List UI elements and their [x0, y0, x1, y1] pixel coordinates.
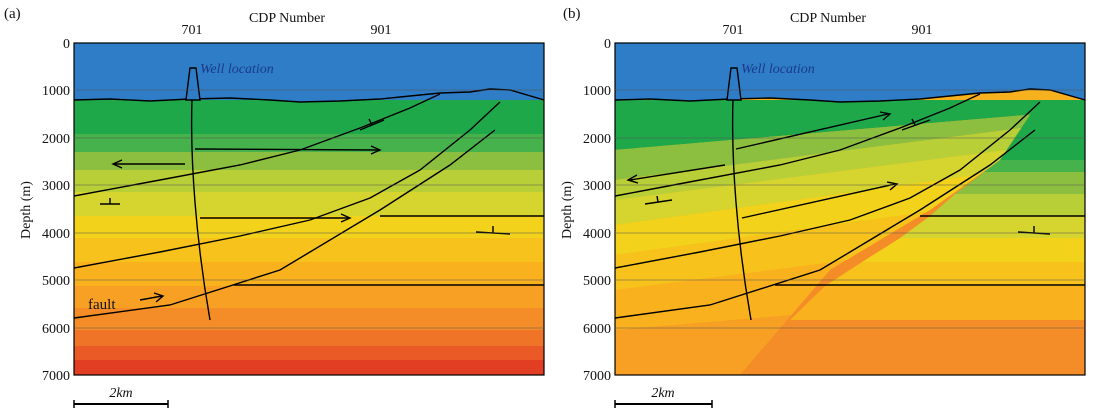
panel-b-cdp-tick-901: 901	[912, 23, 933, 38]
panel-b-fault-2	[615, 101, 1041, 269]
panel-b-section	[615, 43, 1085, 375]
panel-b-depth-tick: 5000	[583, 274, 611, 289]
panel-b-scale-label: 2km	[651, 386, 674, 401]
panel-b-footwall-layer	[825, 262, 1085, 286]
panel-a-arrowhead	[153, 292, 165, 303]
panel-a-depth-tick: 0	[63, 37, 70, 52]
panel-a: (a) CDP Number 701 901	[4, 6, 545, 408]
panel-a-cdp-title: CDP Number	[249, 11, 325, 26]
panel-b-arrow	[629, 164, 726, 181]
panel-a-depth-tick: 1000	[42, 84, 70, 99]
panel-a-layer	[74, 152, 544, 170]
panel-b-depth-tick: 7000	[583, 369, 611, 384]
panel-b-footwall-layer	[984, 160, 1085, 172]
panel-b-depth-tick: 0	[604, 37, 611, 52]
panel-a-layer	[74, 346, 544, 360]
panel-a-layer	[74, 308, 544, 330]
panel-b-arrows	[626, 111, 899, 219]
panel-a-layer	[74, 170, 544, 192]
panel-b-ylabel: Depth (m)	[560, 181, 575, 239]
panel-b-dip-symbol	[901, 119, 931, 131]
panel-a-depth-tick: 3000	[42, 179, 70, 194]
panel-a-layer	[74, 216, 544, 238]
panel-a-dip-symbol	[368, 118, 373, 126]
panel-a-depth-tick: 5000	[42, 274, 70, 289]
panel-b-depth-tick: 6000	[583, 322, 611, 337]
panel-b-depth-tick: 4000	[583, 227, 611, 242]
panel-b-arrow	[741, 183, 896, 219]
panel-a-arrowhead	[340, 213, 352, 223]
panel-a-fault-3	[74, 129, 496, 319]
panel-a-layer	[74, 262, 544, 286]
panel-b-footwall-layer	[955, 172, 1085, 194]
panel-b-depth-tick: 1000	[583, 84, 611, 99]
panel-b-footwall-layer	[1000, 100, 1085, 160]
panel-b-layer	[615, 120, 1085, 200]
panel-b-fault-1	[615, 93, 981, 197]
panel-a-cdp-tick-701: 701	[182, 23, 203, 38]
panel-a-cdp-tick-901: 901	[371, 23, 392, 38]
panel-b-fault-3	[615, 129, 1036, 319]
panel-b-footwall-layer	[900, 216, 1085, 238]
panel-a-arrow	[139, 295, 163, 301]
panel-a-well-path	[190, 98, 211, 321]
panel-b-depth-grid	[615, 89, 1085, 329]
panel-a-depth-tick: 2000	[42, 132, 70, 147]
panel-a-depth-grid	[74, 89, 544, 329]
panel-a-layer	[74, 286, 544, 308]
panel-b-layer	[615, 110, 1085, 180]
panel-a-section	[74, 43, 544, 375]
panel-b-layer	[615, 140, 1085, 225]
panel-b-footwall-layer	[862, 238, 1085, 262]
panel-a-frame	[73, 42, 545, 376]
panel-a-well-derrick-icon	[185, 67, 201, 101]
panel-a-depth-tick: 7000	[42, 369, 70, 384]
panel-b-cdp-tick-701: 701	[723, 23, 744, 38]
panel-a-label: (a)	[4, 6, 21, 22]
panel-a-arrows	[111, 145, 382, 303]
panel-a-layer	[74, 360, 544, 375]
panel-b-arrowhead	[879, 111, 892, 121]
panel-b: (b) CDP Number 701 901	[560, 6, 1086, 408]
panel-b-depth-tick: 3000	[583, 179, 611, 194]
panel-b-well-label: Well location	[741, 62, 815, 77]
panel-b-cdp-title: CDP Number	[790, 11, 866, 26]
panel-a-layer	[74, 330, 544, 346]
panel-b-arrow	[735, 113, 889, 150]
panel-a-depth-tick: 4000	[42, 227, 70, 242]
panel-a-fault-2	[74, 101, 501, 269]
panel-a-scale-label: 2km	[109, 386, 132, 401]
panel-a-layer	[74, 192, 544, 216]
panel-b-arrowhead	[626, 174, 639, 184]
panel-b-label: (b)	[563, 6, 581, 22]
panel-b-footwall-layer	[790, 286, 1085, 320]
panel-b-dip-symbol	[644, 199, 673, 205]
panel-b-footwall-layer	[930, 194, 1085, 216]
panel-a-arrow	[194, 148, 379, 151]
panel-a-arrowhead	[111, 159, 123, 169]
panel-a-layer	[74, 238, 544, 262]
panel-b-depth-tick: 2000	[583, 132, 611, 147]
panel-a-arrowhead	[370, 145, 382, 155]
panel-b-dip-symbol	[911, 118, 916, 126]
panel-b-dip-symbol	[656, 195, 659, 203]
panel-a-depth-tick: 6000	[42, 322, 70, 337]
panel-a-ylabel: Depth (m)	[19, 181, 34, 239]
panel-a-fault-label: fault	[88, 297, 116, 313]
panel-b-well-derrick-icon	[726, 67, 742, 101]
panel-b-frame	[614, 42, 1086, 376]
panel-a-layer	[74, 100, 544, 134]
panel-b-arrowhead	[886, 181, 899, 191]
panel-b-well-path	[731, 98, 752, 321]
panel-a-well-label: Well location	[200, 62, 274, 77]
